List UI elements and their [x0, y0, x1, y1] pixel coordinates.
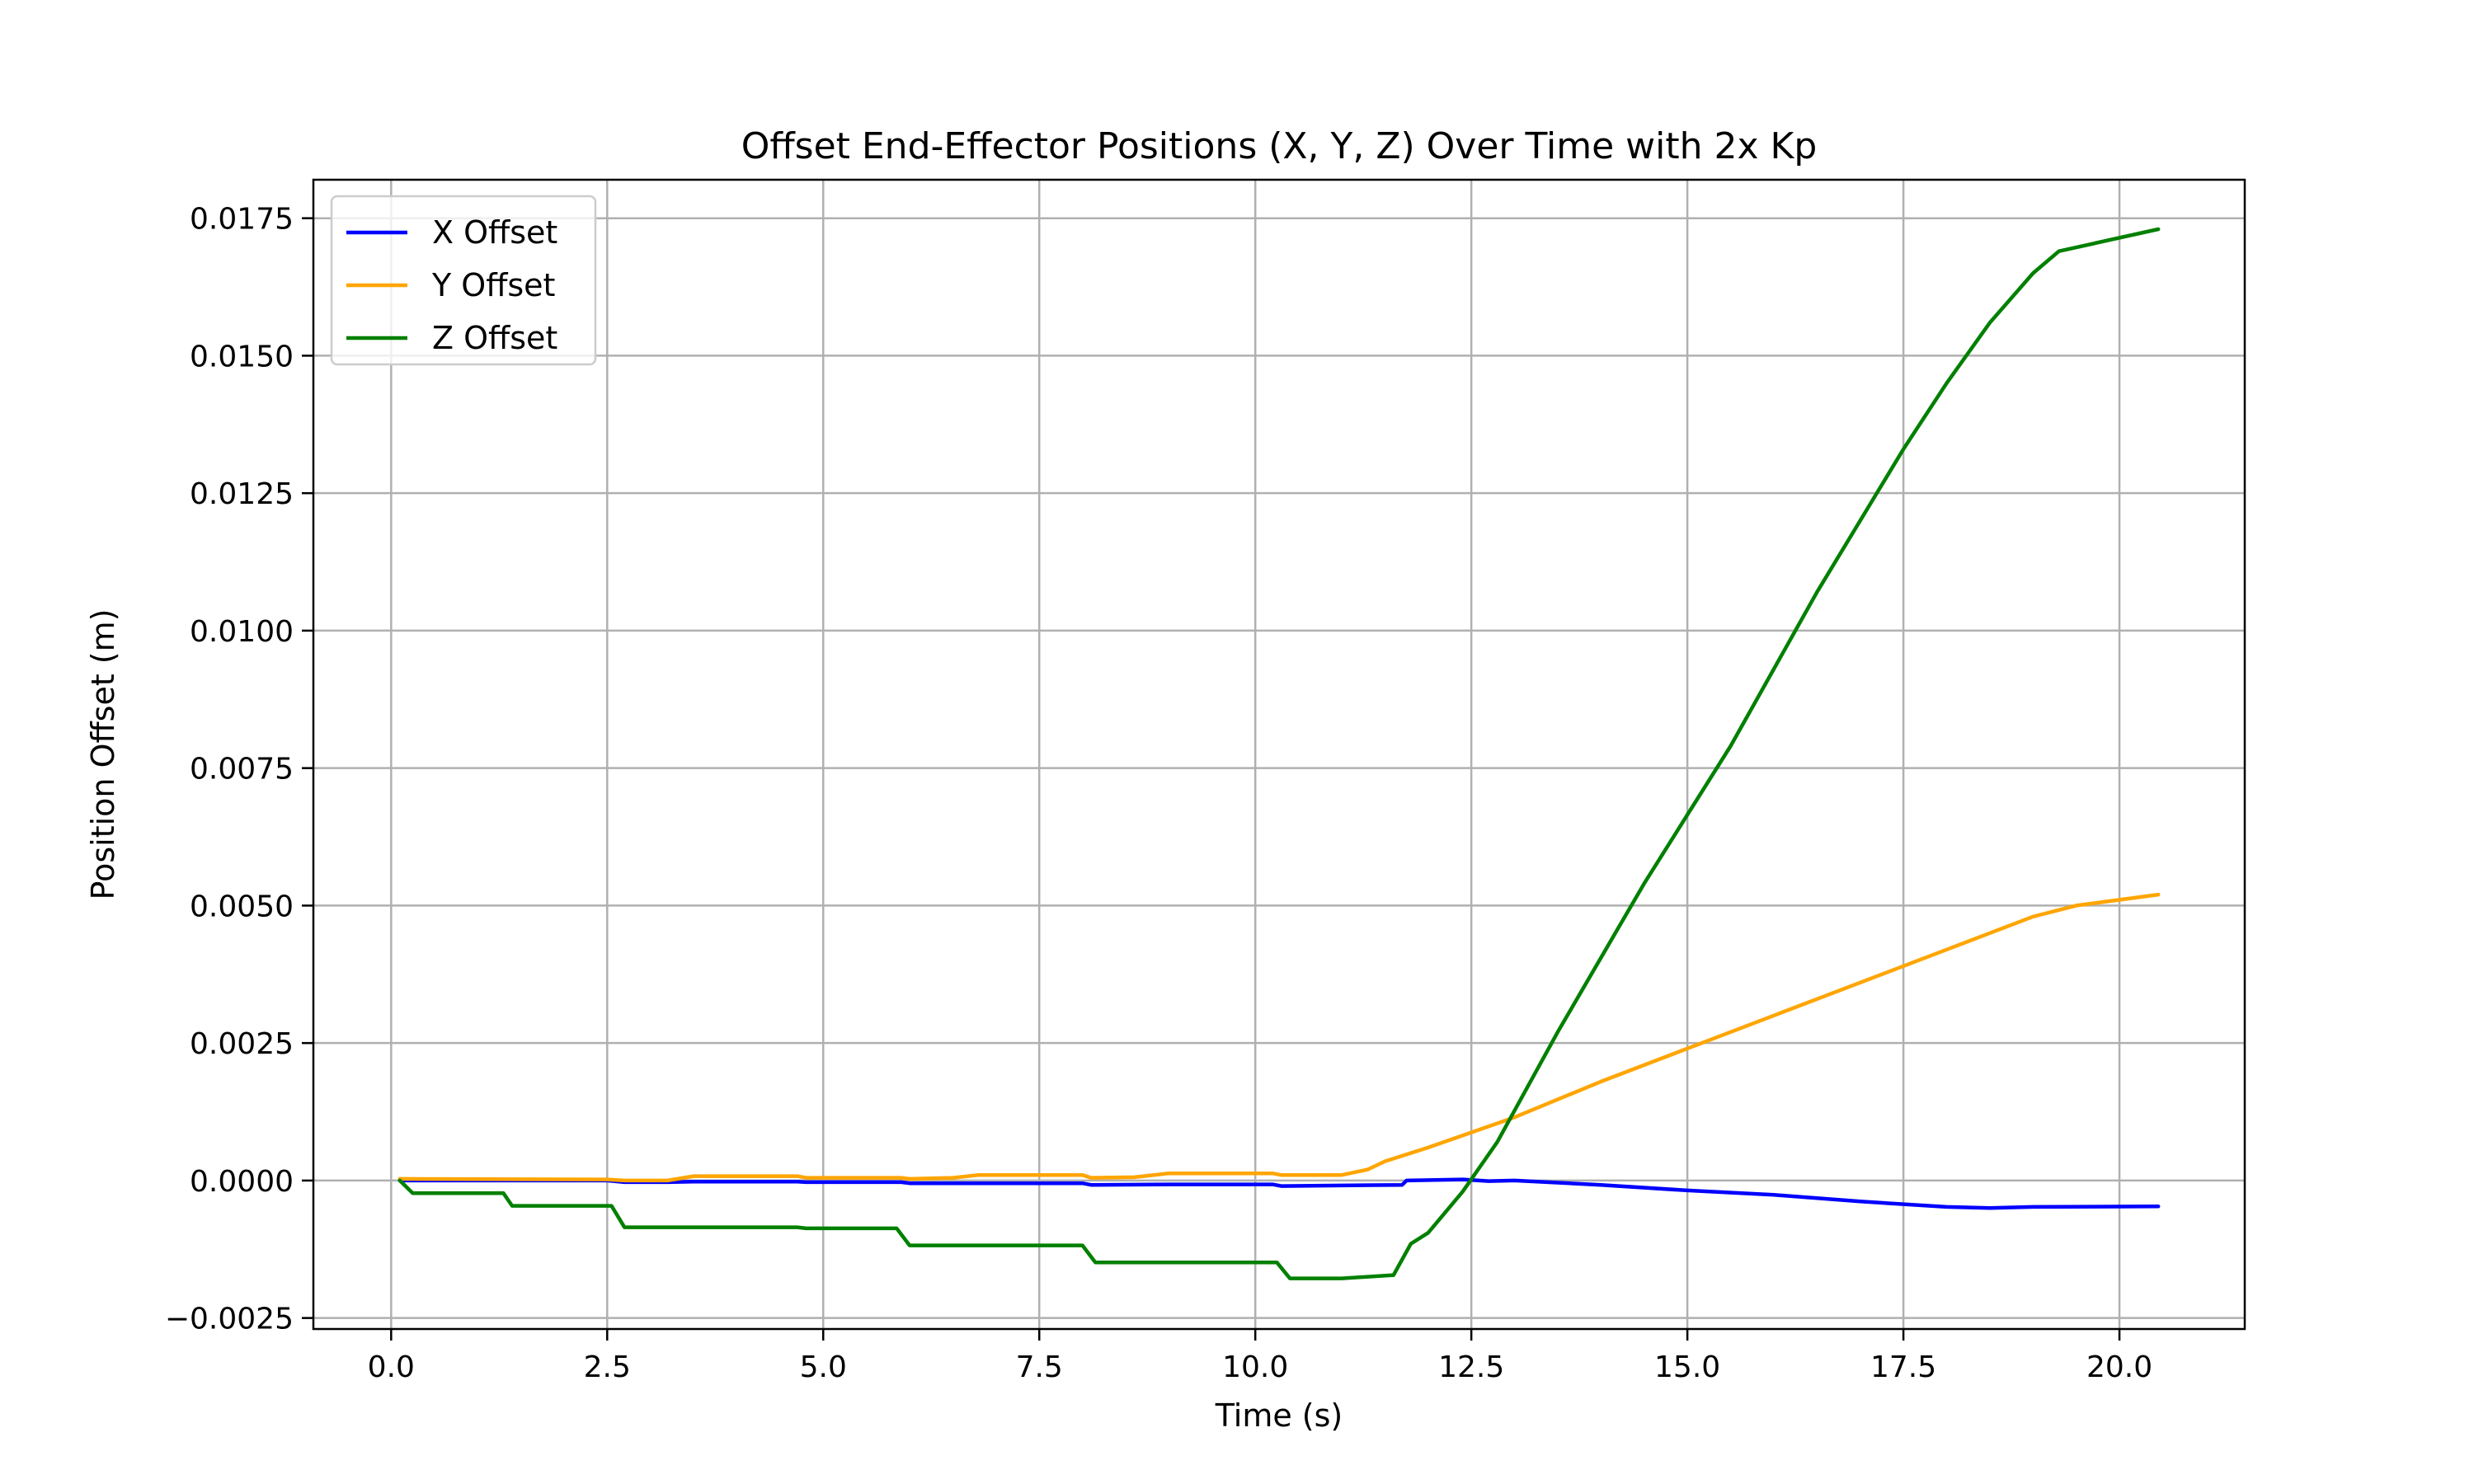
x-axis-ticks: 0.0 2.5 5.0 7.5 10.0 12.5 15.0 17.5 20.0 — [368, 1329, 2152, 1384]
series-line-x-offset — [397, 1177, 2161, 1210]
y-tick-label: 0.0100 — [190, 615, 294, 649]
x-tick-label: 17.5 — [1870, 1350, 1936, 1384]
y-tick-label: 0.0025 — [190, 1027, 294, 1061]
y-tick-label: 0.0150 — [190, 340, 294, 373]
series-line-z-offset — [397, 227, 2161, 1280]
chart-title: Offset End-Effector Positions (X, Y, Z) … — [741, 125, 1818, 167]
y-axis-ticks: −0.0025 0.0000 0.0025 0.0050 0.0075 0.0100 0.0… — [165, 203, 313, 1336]
y-tick-label: 0.0075 — [190, 753, 294, 787]
plot-frame — [312, 178, 2246, 1331]
x-tick-label: 7.5 — [1016, 1350, 1063, 1384]
x-axis-label: Time (s) — [1215, 1397, 1343, 1434]
y-tick-label: 0.0000 — [190, 1165, 294, 1199]
x-tick-label: 0.0 — [368, 1350, 415, 1384]
legend: X Offset Y Offset Z Offset — [330, 195, 597, 366]
series-line-y-offset — [397, 892, 2161, 1183]
y-tick-label: −0.0025 — [165, 1303, 294, 1336]
grid-layer — [313, 180, 2245, 1329]
y-tick-label: 0.0125 — [190, 477, 294, 511]
x-tick-label: 20.0 — [2086, 1350, 2152, 1384]
x-tick-label: 15.0 — [1654, 1350, 1720, 1384]
legend-label: X Offset — [432, 214, 557, 251]
legend-box — [330, 195, 597, 366]
legend-label: Y Offset — [431, 267, 555, 303]
x-tick-label: 2.5 — [584, 1350, 631, 1384]
legend-label: Z Offset — [432, 320, 557, 356]
y-axis-label: Position Offset (m) — [85, 609, 121, 900]
y-tick-label: 0.0050 — [190, 890, 294, 923]
x-tick-label: 12.5 — [1438, 1350, 1504, 1384]
x-tick-label: 10.0 — [1222, 1350, 1288, 1384]
y-tick-label: 0.0175 — [190, 203, 294, 237]
x-tick-label: 5.0 — [800, 1350, 847, 1384]
series-layer — [397, 227, 2161, 1280]
